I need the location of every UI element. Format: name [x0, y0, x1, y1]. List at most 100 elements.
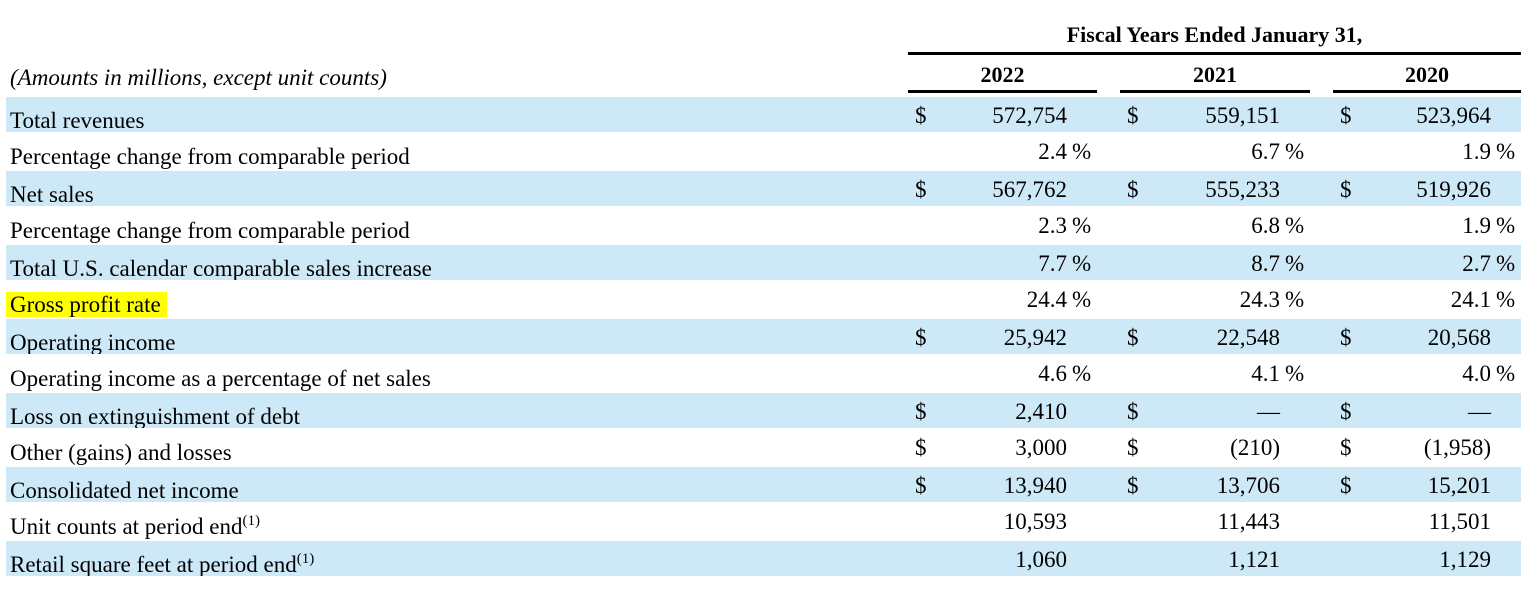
- percent-symbol: [1491, 467, 1521, 502]
- column-gap: [1097, 355, 1120, 392]
- value-group-2020: $ —: [1333, 393, 1521, 428]
- column-gap: [1097, 55, 1120, 93]
- value-2020: 11,501: [1428, 509, 1491, 534]
- row-label-text: Unit counts at period end: [10, 514, 243, 539]
- value-2021: 13,706: [1216, 473, 1280, 498]
- table-row: Consolidated net income $13,940 $13,706 …: [6, 466, 1521, 503]
- percent-symbol: %: [1072, 287, 1092, 312]
- column-gap: [1310, 541, 1333, 576]
- footnote-ref: (1): [242, 513, 261, 529]
- currency-symbol: $: [1340, 177, 1352, 202]
- percent-symbol: %: [1072, 213, 1092, 238]
- column-gap: [1097, 541, 1120, 576]
- column-gap: [1097, 319, 1120, 354]
- value-group-2022: 24.4%: [908, 281, 1097, 318]
- table-header: (Amounts in millions, except unit counts…: [0, 0, 1538, 96]
- percent-symbol: %: [1496, 287, 1516, 312]
- value-2022: 1,060: [1015, 547, 1067, 572]
- fiscal-year-header-group: Fiscal Years Ended January 31, 2022 2021…: [908, 0, 1521, 93]
- row-label: Loss on extinguishment of debt: [6, 393, 908, 428]
- currency-symbol: [1333, 133, 1365, 170]
- value-group-2021: 11,443: [1120, 503, 1310, 540]
- value-2022: 10,593: [1003, 509, 1067, 534]
- percent-symbol: %: [1496, 361, 1516, 386]
- currency-symbol: $: [1340, 435, 1352, 460]
- column-gap: [1097, 97, 1120, 132]
- table-row: Other (gains) and losses $3,000 $ (210) $…: [6, 429, 1521, 466]
- amounts-note: (Amounts in millions, except unit counts…: [10, 65, 387, 90]
- percent-symbol: %: [1285, 361, 1305, 386]
- currency-symbol: [908, 245, 940, 280]
- percent-symbol: [1280, 393, 1310, 428]
- column-gap: [1310, 319, 1333, 354]
- value-2021: 6.7: [1251, 139, 1280, 164]
- table-row: Percentage change from comparable period…: [6, 207, 1521, 244]
- column-gap: [1097, 467, 1120, 502]
- currency-symbol: [1120, 207, 1152, 244]
- row-label-text: Loss on extinguishment of debt: [10, 404, 301, 428]
- percent-symbol: %: [1496, 251, 1516, 276]
- percent-symbol: [1491, 97, 1521, 132]
- value-2021: 4.1: [1251, 361, 1280, 386]
- value-group-2022: 2.4%: [908, 133, 1097, 170]
- value-2022: 13,940: [1003, 473, 1067, 498]
- percent-symbol: [1067, 171, 1097, 206]
- value-group-2022: $13,940: [908, 467, 1097, 502]
- currency-symbol: $: [1127, 103, 1139, 128]
- row-label: Operating income as a percentage of net …: [6, 355, 908, 392]
- value-group-2022: $2,410: [908, 393, 1097, 428]
- percent-symbol: [1067, 319, 1097, 354]
- value-2022: 3,000: [1015, 435, 1067, 460]
- percent-symbol: [1280, 467, 1310, 502]
- table-body: Total revenues $572,754 $559,151 $523,96…: [6, 96, 1521, 577]
- currency-symbol: $: [915, 325, 927, 350]
- currency-symbol: $: [1127, 325, 1139, 350]
- value-2020: —: [1468, 399, 1491, 424]
- value-2020: 4.0: [1462, 361, 1491, 386]
- percent-symbol: %: [1285, 139, 1305, 164]
- currency-symbol: [1333, 245, 1365, 280]
- value-2021: 1,121: [1228, 547, 1280, 572]
- value-group-2020: 24.1%: [1333, 281, 1521, 318]
- percent-symbol: [1067, 97, 1097, 132]
- value-group-2022: $25,942: [908, 319, 1097, 354]
- currency-symbol: [908, 541, 940, 576]
- table-row: Total revenues $572,754 $559,151 $523,96…: [6, 96, 1521, 133]
- value-group-2021: $ —: [1120, 393, 1310, 428]
- percent-symbol: [1067, 541, 1097, 576]
- column-gap: [1097, 245, 1120, 280]
- value-2021: 555,233: [1205, 177, 1280, 202]
- value-group-2020: 1,129: [1333, 541, 1521, 576]
- footnote-ref: (1): [296, 551, 315, 567]
- column-gap: [1310, 393, 1333, 428]
- value-group-2020: $ (1,958): [1333, 429, 1521, 466]
- currency-symbol: [1333, 541, 1365, 576]
- value-2021: 6.8: [1251, 213, 1280, 238]
- percent-symbol: [1280, 541, 1310, 576]
- row-label: Net sales: [6, 171, 908, 206]
- table-row: Net sales $567,762 $555,233 $519,926: [6, 170, 1521, 207]
- column-gap: [1310, 245, 1333, 280]
- column-gap: [1310, 133, 1333, 170]
- percent-symbol: [1491, 541, 1521, 576]
- percent-symbol: %: [1072, 251, 1092, 276]
- table-row: Gross profit rate 24.4% 24.3% 24.1%: [6, 281, 1521, 318]
- percent-symbol: %: [1285, 287, 1305, 312]
- row-label: Retail square feet at period end(1): [6, 541, 908, 576]
- value-group-2022: 4.6%: [908, 355, 1097, 392]
- value-2021: —: [1257, 399, 1280, 424]
- value-group-2020: 11,501: [1333, 503, 1521, 540]
- currency-symbol: [908, 503, 940, 540]
- currency-symbol: $: [1127, 435, 1139, 460]
- row-label-text: Other (gains) and losses: [10, 440, 232, 465]
- value-2020: 519,926: [1416, 177, 1491, 202]
- percent-symbol: %: [1072, 361, 1092, 386]
- value-group-2022: 7.7%: [908, 245, 1097, 280]
- value-2020: 2.7: [1462, 251, 1491, 276]
- value-group-2021: 24.3%: [1120, 281, 1310, 318]
- currency-symbol: $: [1340, 399, 1352, 424]
- value-group-2021: $555,233: [1120, 171, 1310, 206]
- value-group-2020: $15,201: [1333, 467, 1521, 502]
- row-label-text: Percentage change from comparable period: [10, 218, 410, 243]
